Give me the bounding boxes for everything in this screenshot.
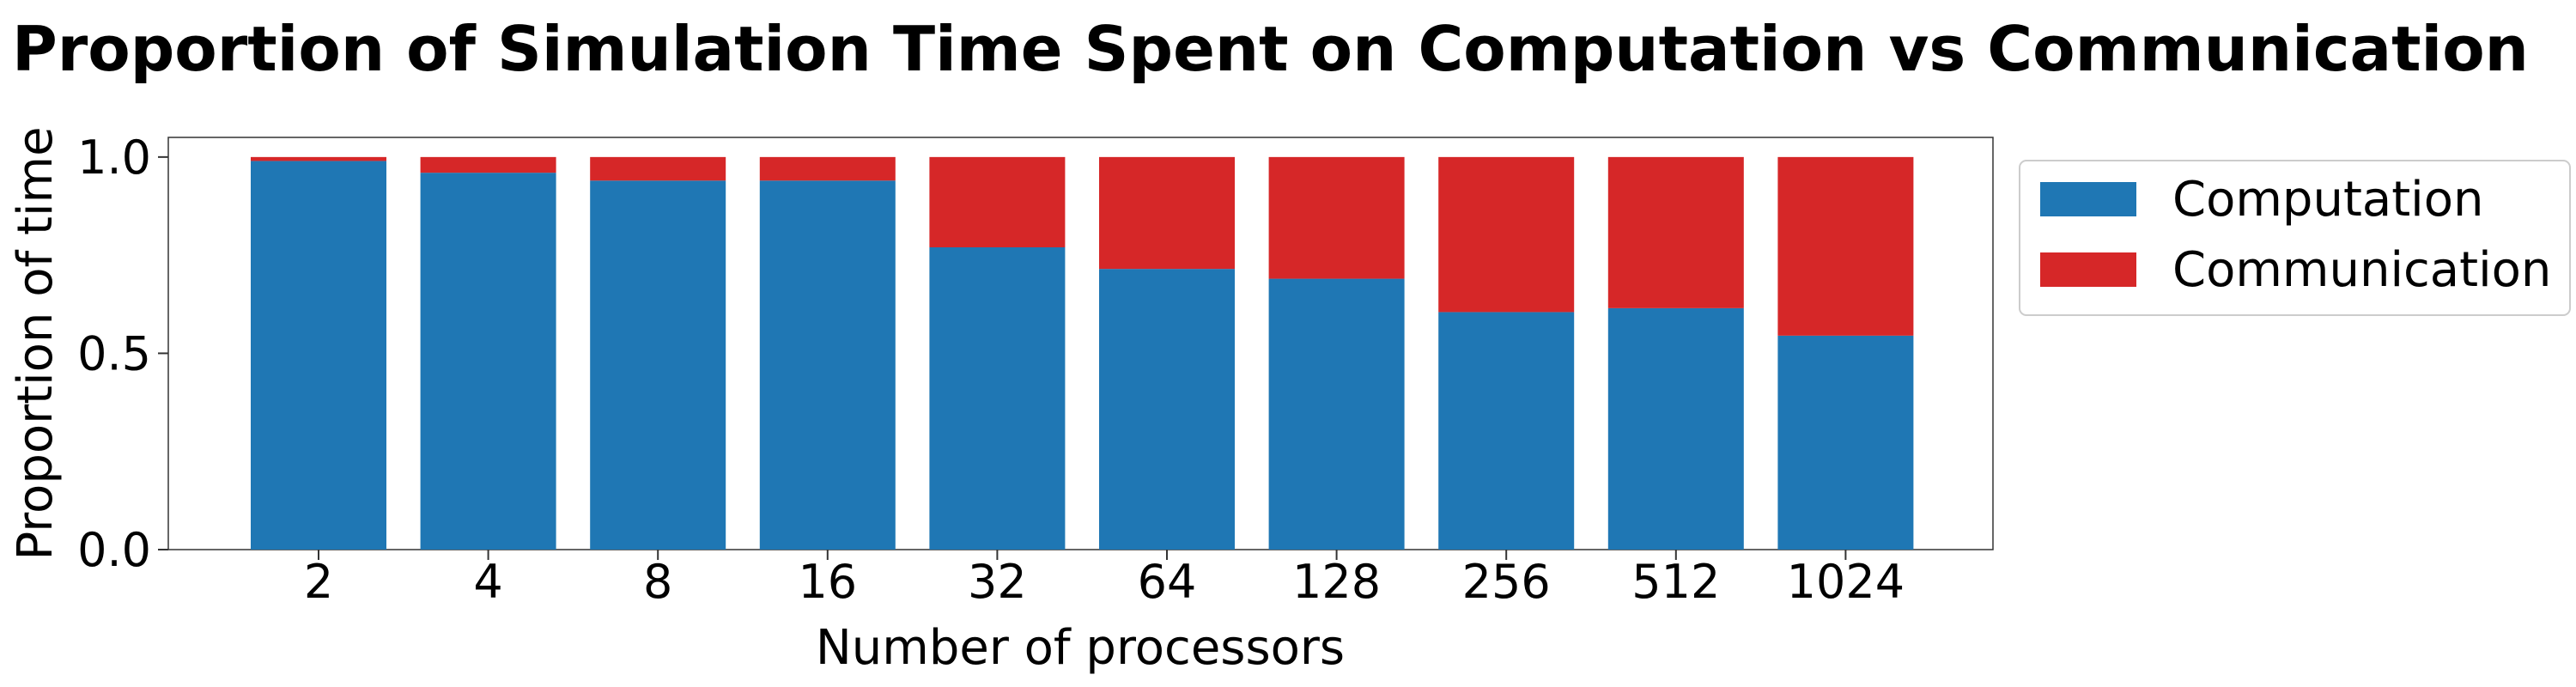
x-axis: 2 4 8 16 32 64 128 256 512 1024 — [304, 550, 1905, 609]
y-tick-label: 0.0 — [77, 523, 151, 577]
bar-computation-128 — [1268, 278, 1405, 550]
bar-communication-1024 — [1777, 156, 1914, 336]
bar-computation-4 — [420, 173, 556, 550]
bar-communication-2 — [251, 156, 386, 161]
bar-computation-64 — [1099, 269, 1235, 550]
bar-communication-128 — [1268, 156, 1405, 279]
bar-computation-8 — [590, 180, 726, 550]
bar-computation-512 — [1607, 307, 1744, 550]
y-tick-label: 0.5 — [77, 326, 151, 380]
bar-communication-4 — [420, 156, 556, 173]
bar-computation-1024 — [1777, 335, 1914, 550]
bar-communication-16 — [759, 156, 896, 181]
bar-computation-32 — [929, 247, 1066, 550]
bar-communication-8 — [590, 156, 726, 181]
x-tick-label: 256 — [1462, 555, 1551, 609]
bar-communication-512 — [1607, 156, 1744, 308]
legend-frame — [2019, 160, 2571, 316]
bar-computation-16 — [759, 180, 896, 550]
y-axis-label: Proportion of time — [8, 126, 64, 560]
legend-label-communication: Communication — [2172, 242, 2551, 298]
bar-communication-64 — [1099, 156, 1235, 270]
x-tick-label: 2 — [304, 555, 333, 609]
legend: Computation Communication — [2019, 160, 2571, 316]
bars-group — [251, 156, 1914, 550]
chart-title: Proportion of Simulation Time Spent on C… — [12, 13, 2529, 85]
bar-communication-32 — [929, 156, 1066, 247]
x-tick-label: 8 — [643, 555, 672, 609]
legend-label-computation: Computation — [2172, 172, 2484, 228]
x-tick-label: 512 — [1631, 555, 1720, 609]
x-tick-label: 128 — [1292, 555, 1381, 609]
x-tick-label: 4 — [473, 555, 502, 609]
legend-swatch-communication — [2040, 252, 2136, 287]
x-axis-label: Number of processors — [816, 620, 1345, 676]
legend-swatch-computation — [2040, 182, 2136, 216]
x-tick-label: 1024 — [1787, 555, 1905, 609]
bar-computation-256 — [1438, 312, 1575, 550]
y-tick-label: 1.0 — [77, 131, 151, 185]
x-tick-label: 16 — [798, 555, 857, 609]
x-tick-label: 64 — [1138, 555, 1197, 609]
x-tick-label: 32 — [968, 555, 1027, 609]
bar-computation-2 — [251, 161, 386, 550]
y-axis: 0.0 0.5 1.0 — [77, 131, 168, 577]
bar-communication-256 — [1438, 156, 1575, 313]
